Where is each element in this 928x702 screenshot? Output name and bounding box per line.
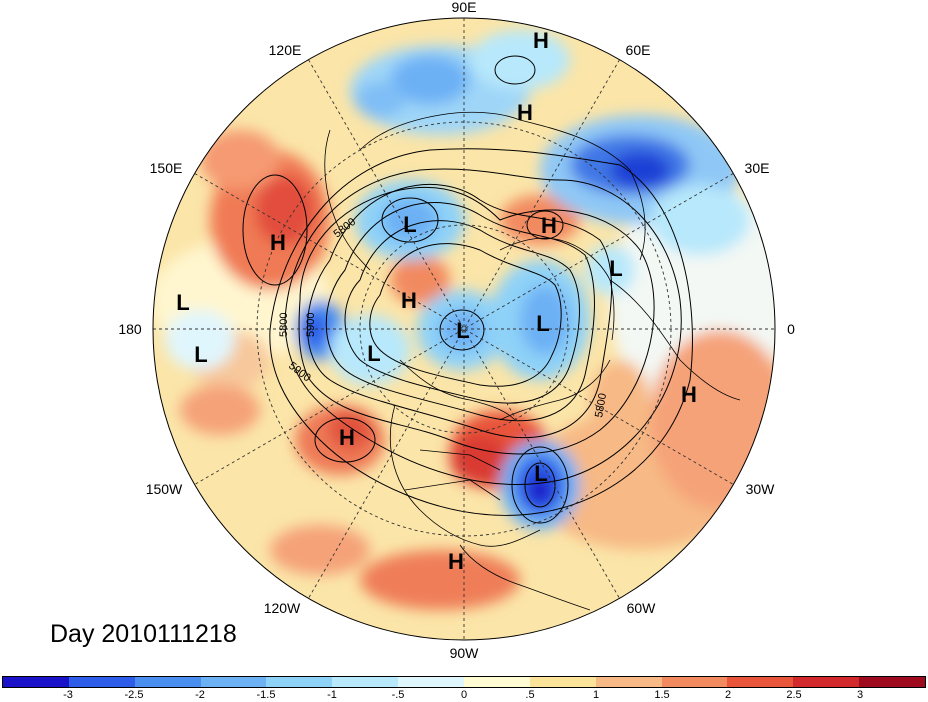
colorbar-segment bbox=[464, 677, 530, 687]
lon-label-150e: 150E bbox=[150, 160, 183, 176]
colorbar-tick-label: -1 bbox=[327, 689, 337, 701]
height-contours bbox=[242, 55, 693, 524]
colorbar-segment bbox=[793, 677, 860, 687]
lon-label-30w: 30W bbox=[746, 481, 776, 497]
coastlines bbox=[324, 111, 741, 611]
colorbar-tick-label: -.5 bbox=[391, 689, 405, 701]
colorbar-tick-label: -2 bbox=[195, 689, 205, 701]
low-marker: L bbox=[403, 212, 416, 237]
contour-label: 5800 bbox=[278, 313, 290, 337]
high-marker: H bbox=[533, 28, 549, 53]
colorbar-segment bbox=[661, 677, 728, 687]
colorbar-segment bbox=[266, 677, 333, 687]
low-marker: L bbox=[456, 318, 469, 343]
colorbar-tick-label: 1 bbox=[592, 689, 600, 701]
colorbar-segment bbox=[859, 677, 926, 687]
high-marker: H bbox=[681, 382, 697, 407]
colorbar-tick-label: 2.5 bbox=[786, 689, 802, 701]
colorbar-segment bbox=[134, 677, 201, 687]
colorbar-segment bbox=[200, 677, 267, 687]
colorbar-tick-label: 3 bbox=[856, 689, 864, 701]
high-marker: H bbox=[448, 549, 464, 574]
map-boundary bbox=[152, 17, 776, 641]
colorbar-tick-label: 2 bbox=[724, 689, 732, 701]
high-marker: H bbox=[270, 230, 286, 255]
colorbar-segment bbox=[595, 677, 662, 687]
colorbar-tick-label: .5 bbox=[525, 689, 535, 701]
lon-label-0: 0 bbox=[787, 321, 795, 337]
lon-label-90e: 90E bbox=[452, 0, 477, 15]
colorbar-tick-label: -3 bbox=[63, 689, 73, 701]
low-marker: L bbox=[367, 341, 380, 366]
high-marker: H bbox=[541, 213, 557, 238]
graticule bbox=[153, 18, 775, 640]
low-marker: L bbox=[536, 311, 549, 336]
low-marker: L bbox=[534, 461, 547, 486]
high-marker: H bbox=[401, 288, 417, 313]
lon-label-120w: 120W bbox=[264, 600, 301, 616]
colorbar-tick-label: -2.5 bbox=[124, 689, 144, 701]
low-marker: L bbox=[194, 342, 207, 367]
contour-label: 5900 bbox=[305, 313, 317, 337]
colorbar-segment bbox=[68, 677, 135, 687]
colorbar-segment bbox=[727, 677, 794, 687]
colorbar-tick-label: 1.5 bbox=[654, 689, 670, 701]
longitude-labels: 90E 60E 30E 0 30W 60W 90W 120W 150W 180 … bbox=[118, 0, 795, 661]
low-marker: L bbox=[176, 290, 189, 315]
colorbar-segment bbox=[529, 677, 596, 687]
lon-label-90w: 90W bbox=[450, 645, 480, 661]
colorbar-segment bbox=[398, 677, 465, 687]
lon-label-150w: 150W bbox=[146, 481, 183, 497]
lon-label-120e: 120E bbox=[269, 42, 302, 58]
contour-label: 5800 bbox=[593, 392, 609, 418]
colorbar-tick-labels: -3 -2.5 -2 -1.5 -1 -.5 0 .5 1 1.5 2 2.5 3 bbox=[0, 689, 928, 702]
map-title: Day 2010111218 bbox=[50, 620, 237, 648]
high-marker: H bbox=[517, 100, 533, 125]
colorbar-segment bbox=[332, 677, 399, 687]
lon-label-180: 180 bbox=[118, 321, 142, 337]
lon-label-30e: 30E bbox=[745, 160, 770, 176]
colorbar-tick-label: 0 bbox=[460, 689, 468, 701]
lon-label-60w: 60W bbox=[627, 600, 657, 616]
lon-label-60e: 60E bbox=[626, 42, 651, 58]
high-marker: H bbox=[339, 425, 355, 450]
colorbar-tick-label: -1.5 bbox=[256, 689, 276, 701]
polar-map: 90E 60E 30E 0 30W 60W 90W 120W 150W 180 … bbox=[118, 0, 795, 661]
pressure-systems: H H H L H L H L L L L L H L H H bbox=[176, 28, 697, 574]
colorbar-segment bbox=[3, 677, 69, 687]
low-marker: L bbox=[609, 256, 622, 281]
colorbar bbox=[2, 676, 926, 688]
